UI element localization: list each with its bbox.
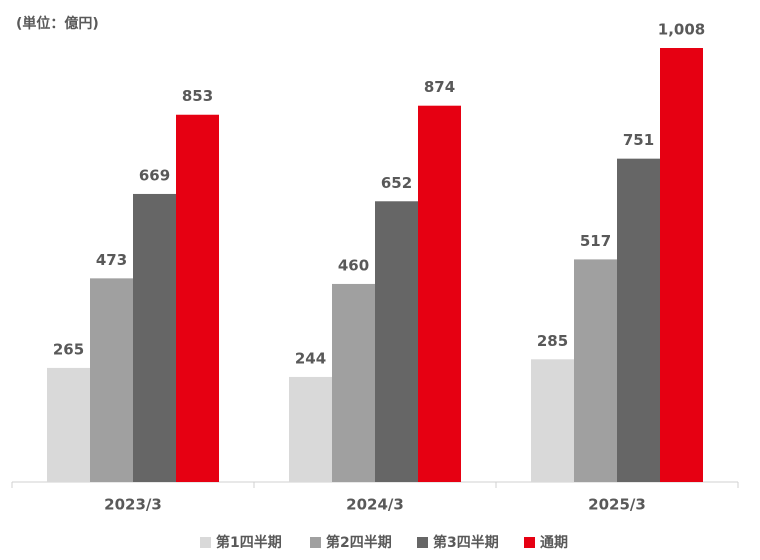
bar [418,105,461,482]
bar [531,359,574,482]
value-label: 669 [139,166,170,184]
value-label: 1,008 [658,21,705,39]
x-tick-label: 2024/3 [346,496,404,514]
unit-label: (単位：億円) [16,15,99,32]
bar [176,114,219,482]
legend-label: 通期 [540,535,568,551]
value-label: 751 [623,131,654,149]
value-label: 853 [182,87,213,105]
legend-swatch [310,537,321,548]
value-label: 517 [580,232,611,250]
bar [47,367,90,482]
bar [375,201,418,482]
value-label: 473 [96,251,127,269]
x-tick-label: 2025/3 [588,496,646,514]
legend-label: 第1四半期 [216,534,282,551]
legend-label: 第2四半期 [326,534,392,551]
legend-swatch [417,537,428,548]
bar [660,48,703,482]
legend-swatch [524,537,535,548]
legend-label: 第3四半期 [433,534,499,551]
bar [332,283,375,482]
value-label: 460 [338,256,369,274]
x-tick-label: 2023/3 [104,496,162,514]
value-label: 244 [295,349,326,367]
bar [133,193,176,483]
value-label: 874 [424,78,455,96]
bar [90,278,133,482]
value-label: 652 [381,174,412,192]
legend-swatch [200,537,211,548]
value-label: 265 [53,340,84,358]
bar [289,376,332,482]
bar [574,259,617,482]
bar [617,158,660,482]
value-label: 285 [537,332,568,350]
